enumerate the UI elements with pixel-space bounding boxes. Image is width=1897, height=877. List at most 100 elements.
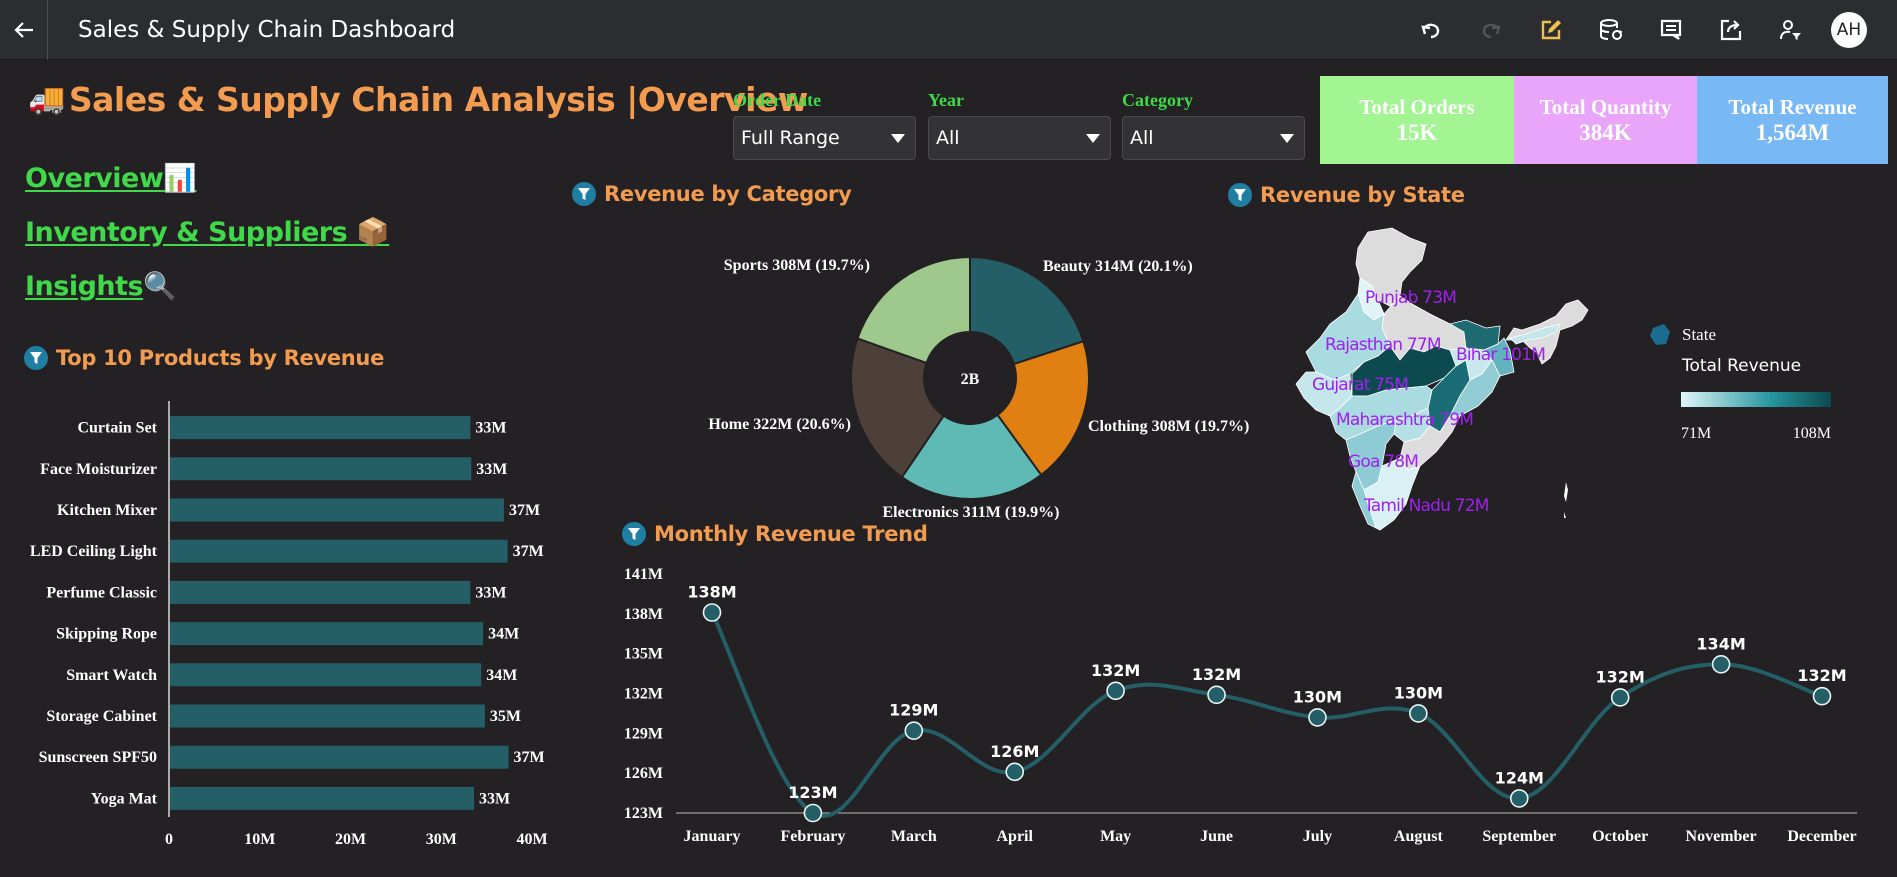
- map-region-label: Punjab 73M: [1365, 288, 1456, 308]
- section-title-text: Revenue by State: [1260, 183, 1465, 207]
- x-tick-label: May: [1100, 828, 1131, 845]
- bar-value-label: 33M: [476, 461, 507, 478]
- bar[interactable]: [170, 622, 484, 646]
- pie-slice-label: Clothing 308M (19.7%): [1088, 418, 1249, 435]
- comment-button[interactable]: [1641, 10, 1701, 50]
- x-tick-label: July: [1303, 828, 1332, 845]
- filter-label: Category: [1122, 90, 1193, 110]
- bar-category-label: Curtain Set: [77, 420, 157, 437]
- bar[interactable]: [170, 745, 509, 769]
- line-point[interactable]: [1509, 789, 1529, 808]
- bar[interactable]: [170, 580, 471, 604]
- magnifier-icon: 🔍: [143, 271, 177, 302]
- map-region-label: Maharashtra 79M: [1336, 410, 1473, 430]
- filter-category: Category All: [1122, 90, 1305, 160]
- line-point[interactable]: [1106, 681, 1125, 701]
- point-value-label: 132M: [1091, 661, 1140, 680]
- package-icon: 📦: [356, 217, 390, 248]
- kpi-total-quantity: Total Quantity 384K: [1514, 76, 1697, 164]
- pie-slice-beauty[interactable]: [969, 255, 1085, 366]
- map-region-label: Goa 78M: [1348, 452, 1418, 472]
- state-shape-icon: [1650, 324, 1670, 345]
- map-region-west-bengal[interactable]: [1483, 337, 1515, 377]
- point-value-label: 124M: [1495, 768, 1544, 787]
- x-tick-label: April: [997, 828, 1034, 845]
- share-button[interactable]: [1701, 10, 1761, 50]
- top-products-title: Top 10 Products by Revenue: [24, 346, 384, 370]
- y-tick-label: 132M: [624, 686, 663, 703]
- kpi-label: Total Quantity: [1539, 95, 1672, 119]
- order-date-select[interactable]: Full Range: [733, 116, 916, 160]
- line-point[interactable]: [904, 721, 924, 740]
- pie-slice-sports[interactable]: [856, 255, 971, 365]
- line-point[interactable]: [1711, 654, 1731, 674]
- line-point[interactable]: [1308, 708, 1327, 727]
- x-tick-label: 40M: [516, 831, 547, 848]
- map-region-tamil-nadu[interactable]: [1363, 457, 1421, 531]
- bar[interactable]: [170, 457, 472, 481]
- bar-value-label: 33M: [475, 584, 506, 601]
- category-select[interactable]: All: [1122, 116, 1305, 160]
- line-point[interactable]: [1005, 762, 1025, 782]
- nav-link-overview[interactable]: Overview📊: [25, 162, 197, 194]
- bar[interactable]: [170, 786, 475, 810]
- avatar[interactable]: AH: [1831, 12, 1867, 48]
- bar[interactable]: [170, 704, 485, 728]
- line-point[interactable]: [702, 603, 722, 622]
- x-tick-label: 20M: [335, 831, 366, 848]
- bar-category-label: Sunscreen SPF50: [39, 749, 157, 766]
- filter-funnel-icon[interactable]: [622, 522, 646, 546]
- kpi-cards: Total Orders 15K Total Quantity 384K Tot…: [1320, 76, 1888, 164]
- point-value-label: 132M: [1192, 665, 1241, 684]
- kpi-label: Total Orders: [1359, 95, 1475, 119]
- line-point[interactable]: [1409, 704, 1428, 723]
- bar-chart-icon: 📊: [163, 163, 197, 194]
- pie-slice-electronics[interactable]: [900, 413, 1043, 500]
- legend-color-scale: [1681, 392, 1831, 407]
- point-value-label: 126M: [990, 742, 1039, 761]
- pie-slice-clothing[interactable]: [996, 339, 1090, 477]
- nav-label: Insights: [25, 271, 144, 302]
- chevron-down-icon: [1086, 133, 1100, 143]
- bar-value-label: 34M: [486, 667, 517, 684]
- nav-link-insights[interactable]: Insights🔍: [25, 270, 177, 302]
- map-region-label: Rajasthan 77M: [1325, 335, 1441, 355]
- legend-min-label: 71M: [1681, 425, 1711, 442]
- bar[interactable]: [170, 416, 471, 440]
- line-point[interactable]: [1812, 686, 1832, 706]
- pie-slice-home[interactable]: [850, 337, 946, 479]
- point-value-label: 138M: [687, 583, 736, 602]
- filter-funnel-icon[interactable]: [24, 346, 48, 370]
- map-region-assam[interactable]: [1509, 323, 1561, 345]
- year-select[interactable]: All: [928, 116, 1111, 160]
- nav-link-inventory-suppliers[interactable]: Inventory & Suppliers 📦: [25, 216, 390, 248]
- data-refresh-button[interactable]: [1581, 10, 1641, 50]
- x-tick-label: October: [1592, 828, 1648, 845]
- bar-value-label: 33M: [479, 790, 510, 807]
- filter-funnel-icon[interactable]: [572, 182, 596, 206]
- redo-button[interactable]: [1461, 10, 1521, 50]
- line-point[interactable]: [1207, 685, 1226, 705]
- select-value: All: [1130, 127, 1154, 149]
- bar[interactable]: [170, 663, 482, 687]
- filter-funnel-icon[interactable]: [1228, 183, 1252, 207]
- map-region-karnataka[interactable]: [1345, 419, 1397, 491]
- map-region-rajasthan[interactable]: [1305, 293, 1391, 381]
- y-tick-label: 123M: [624, 805, 663, 822]
- user-filter-button[interactable]: [1761, 10, 1821, 50]
- bar[interactable]: [170, 539, 508, 563]
- back-button[interactable]: [0, 0, 48, 60]
- page-title: 🚚 Sales & Supply Chain Analysis |Overvie…: [28, 80, 808, 119]
- bar[interactable]: [170, 498, 504, 522]
- filter-label: Order Date: [733, 90, 822, 110]
- filter-order-date: Order Date Full Range: [733, 90, 916, 160]
- undo-button[interactable]: [1401, 10, 1461, 50]
- line-point[interactable]: [803, 803, 823, 823]
- edit-button[interactable]: [1521, 10, 1581, 50]
- point-value-label: 134M: [1696, 634, 1745, 653]
- pie-slice-label: Sports 308M (19.7%): [724, 257, 870, 274]
- line-point[interactable]: [1610, 688, 1630, 707]
- section-title-text: Monthly Revenue Trend: [654, 522, 928, 546]
- x-tick-label: March: [891, 828, 937, 845]
- bar-value-label: 37M: [513, 749, 544, 766]
